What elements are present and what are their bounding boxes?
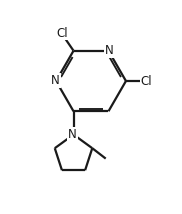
Text: Cl: Cl	[141, 74, 152, 88]
Text: N: N	[105, 44, 114, 57]
Text: Cl: Cl	[56, 27, 68, 40]
Text: N: N	[68, 128, 77, 141]
Text: N: N	[51, 74, 60, 87]
